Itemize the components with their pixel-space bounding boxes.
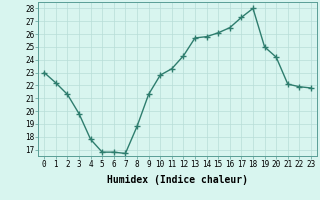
X-axis label: Humidex (Indice chaleur): Humidex (Indice chaleur) <box>107 175 248 185</box>
